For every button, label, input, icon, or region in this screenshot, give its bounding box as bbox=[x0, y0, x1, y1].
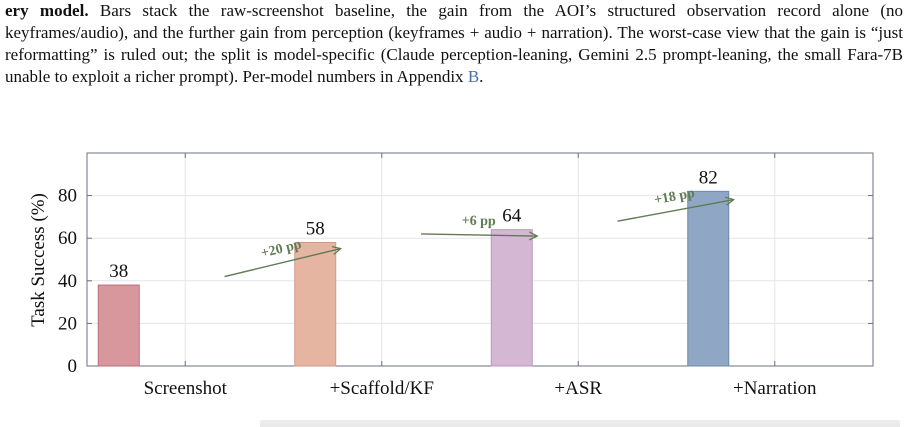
next-caption-fragment bbox=[0, 410, 909, 427]
grid bbox=[87, 153, 873, 366]
bar-value-label: 64 bbox=[502, 206, 522, 227]
x-tick-label: +Scaffold/KF bbox=[330, 378, 434, 399]
gain-arrow bbox=[617, 200, 733, 222]
y-axis-label: Task Success (%) bbox=[28, 193, 49, 327]
x-tick-label: Screenshot bbox=[144, 378, 228, 399]
y-tick-label: 0 bbox=[68, 356, 78, 377]
bars: 38 58 64 82 bbox=[97, 167, 730, 367]
gain-arrow bbox=[421, 234, 536, 236]
caption-lead: ery model. bbox=[5, 1, 89, 20]
caption-end: . bbox=[479, 67, 484, 86]
y-tick-label: 80 bbox=[58, 186, 77, 207]
bar bbox=[97, 284, 140, 367]
gain-arrow-label: +6 pp bbox=[462, 214, 497, 230]
bar-value-label: 58 bbox=[306, 218, 325, 239]
figure-caption: ery model. Bars stack the raw-screenshot… bbox=[5, 0, 903, 88]
bar bbox=[490, 229, 533, 367]
bar bbox=[294, 241, 337, 367]
x-tick-label: +Narration bbox=[733, 378, 817, 399]
appendix-link[interactable]: B bbox=[467, 67, 480, 86]
caption-body: Bars stack the raw-screenshot baseline, … bbox=[5, 1, 903, 86]
bar-value-label: 82 bbox=[699, 167, 718, 188]
plot-frame bbox=[86, 152, 874, 367]
y-tick-label: 60 bbox=[58, 228, 77, 249]
y-tick-label: 40 bbox=[58, 271, 77, 292]
x-axis-ticks: Screenshot +Scaffold/KF +ASR +Narration bbox=[144, 153, 817, 399]
y-tick-label: 20 bbox=[58, 313, 77, 334]
gain-arrow-label: +18 pp bbox=[653, 186, 696, 208]
x-tick-label: +ASR bbox=[554, 378, 602, 399]
bar bbox=[687, 190, 730, 367]
y-axis-ticks: 0 20 40 60 80 bbox=[58, 186, 873, 377]
gain-arrow bbox=[224, 249, 340, 278]
bar-value-label: 38 bbox=[109, 261, 128, 282]
